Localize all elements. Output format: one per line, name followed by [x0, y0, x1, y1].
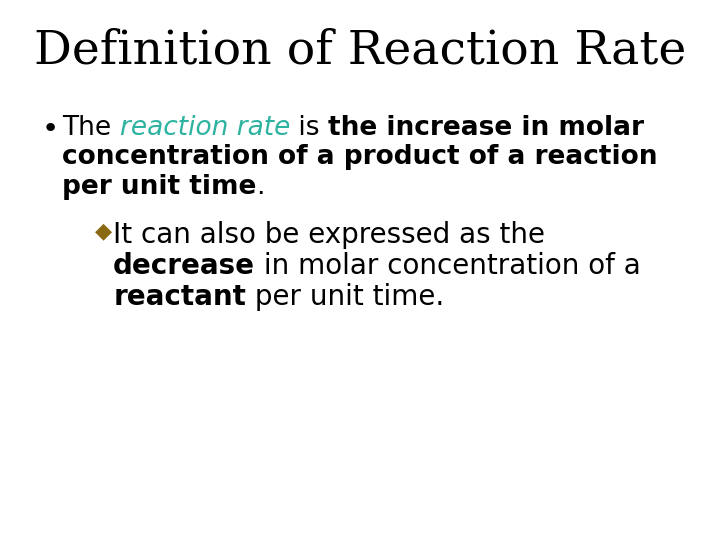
Text: reactant: reactant: [113, 283, 246, 311]
Text: per unit time: per unit time: [62, 174, 256, 200]
Text: reaction rate: reaction rate: [120, 115, 290, 141]
Text: Definition of Reaction Rate: Definition of Reaction Rate: [34, 28, 686, 73]
Text: decrease: decrease: [113, 252, 255, 280]
Text: It can also be expressed as the: It can also be expressed as the: [113, 221, 545, 249]
Text: ◆: ◆: [95, 221, 112, 241]
Text: concentration of a product of a reaction: concentration of a product of a reaction: [62, 144, 657, 171]
Text: per unit time.: per unit time.: [246, 283, 444, 311]
Text: .: .: [256, 174, 265, 200]
Text: is: is: [290, 115, 328, 141]
Text: in molar concentration of a: in molar concentration of a: [255, 252, 641, 280]
Text: •: •: [42, 115, 59, 143]
Text: The: The: [62, 115, 120, 141]
Text: the increase in molar: the increase in molar: [328, 115, 644, 141]
